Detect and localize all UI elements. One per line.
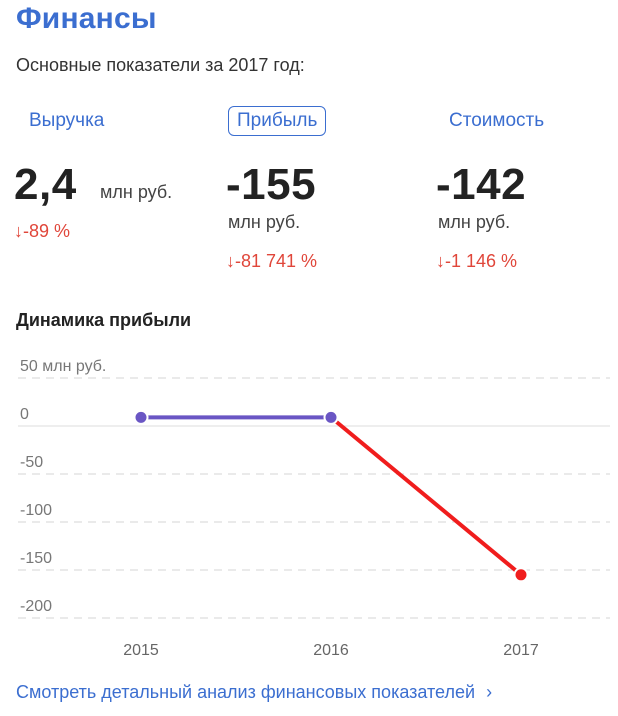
- metric-revenue-unit: млн руб.: [100, 182, 173, 202]
- metric-revenue-value: 2,4: [14, 160, 77, 209]
- y-tick-label: -200: [20, 598, 52, 615]
- metric-revenue-change: ↓-89 %: [14, 221, 71, 241]
- y-tick-label: -150: [20, 550, 52, 567]
- metric-value-change: ↓-1 146 %: [436, 251, 518, 271]
- chart-section-title: Динамика прибыли: [16, 310, 192, 330]
- tab-profit[interactable]: Прибыль: [228, 106, 327, 136]
- chevron-right-icon: ›: [486, 682, 493, 702]
- profit-line-chart: 50 млн руб. 0 -50 -100 -150 -200 2015 2016 2017: [18, 358, 610, 659]
- metric-profit-unit: млн руб.: [228, 212, 301, 232]
- tab-value[interactable]: Стоимость: [449, 110, 545, 131]
- detailed-analysis-link-label: Смотреть детальный анализ финансовых пок…: [16, 682, 476, 702]
- data-point: [323, 409, 339, 425]
- series-line-segment: [329, 415, 523, 577]
- x-tick-label: 2016: [313, 642, 349, 659]
- detailed-analysis-link[interactable]: Смотреть детальный анализ финансовых пок…: [16, 682, 492, 703]
- x-tick-label: 2015: [123, 642, 159, 659]
- data-point: [513, 567, 529, 583]
- y-tick-label: 0: [20, 406, 29, 423]
- x-tick-label: 2017: [503, 642, 539, 659]
- y-tick-label: -100: [20, 502, 52, 519]
- metric-value-unit: млн руб.: [438, 212, 511, 232]
- tab-revenue[interactable]: Выручка: [29, 110, 105, 131]
- page-subtitle: Основные показатели за 2017 год:: [16, 55, 305, 75]
- y-tick-label: 50 млн руб.: [20, 358, 106, 375]
- metric-profit-change: ↓-81 741 %: [226, 251, 318, 271]
- data-point: [133, 409, 149, 425]
- page-title: Финансы: [16, 2, 157, 35]
- metric-value-value: -142: [436, 160, 527, 209]
- metric-profit-value: -155: [226, 160, 317, 209]
- y-tick-label: -50: [20, 454, 43, 471]
